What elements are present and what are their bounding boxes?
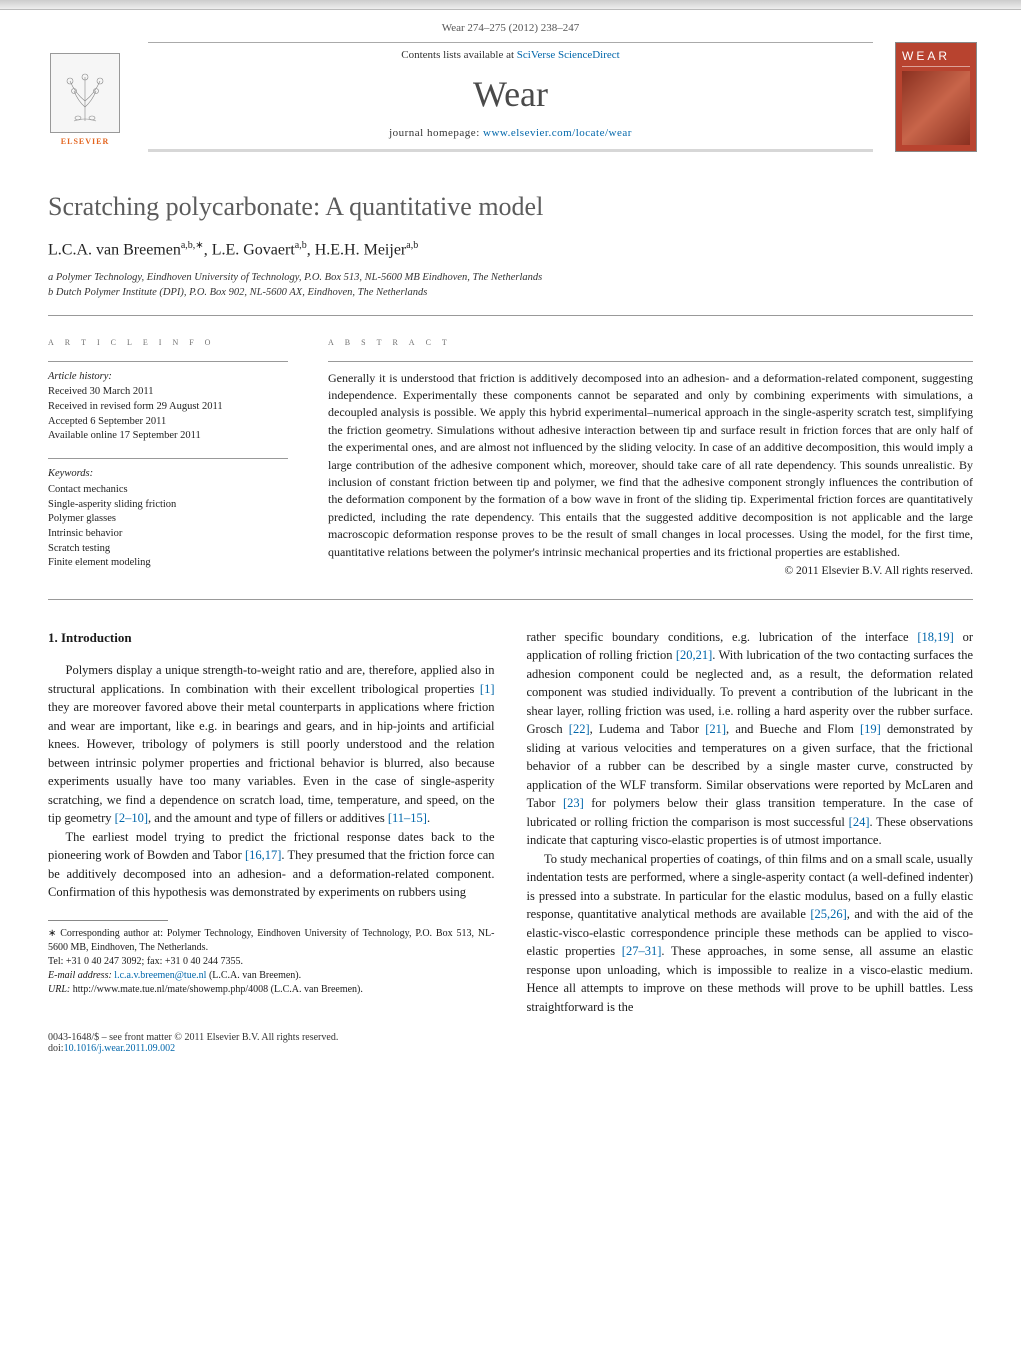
abstract-column: a b s t r a c t Generally it is understo… xyxy=(328,334,973,585)
history-line-3: Available online 17 September 2011 xyxy=(48,429,288,444)
keyword-0: Contact mechanics xyxy=(48,483,288,498)
authors-line: L.C.A. van Breemena,b,∗, L.E. Govaerta,b… xyxy=(48,240,973,259)
page-citation: Wear 274–275 (2012) 238–247 xyxy=(0,10,1021,42)
keyword-5: Finite element modeling xyxy=(48,556,288,571)
para-1: Polymers display a unique strength-to-we… xyxy=(48,661,495,828)
url-label: URL: xyxy=(48,984,73,995)
tel-fax-line: Tel: +31 0 40 247 3092; fax: +31 0 40 24… xyxy=(48,955,495,969)
author-1-affil: a,b,∗ xyxy=(181,240,204,251)
para-4: To study mechanical properties of coatin… xyxy=(527,850,974,1017)
abstract-head: a b s t r a c t xyxy=(328,334,973,349)
elsevier-tree-icon xyxy=(50,53,120,133)
masthead: ELSEVIER Contents lists available at Sci… xyxy=(0,42,1021,152)
page-footer: 0043-1648/$ – see front matter © 2011 El… xyxy=(0,1016,1021,1084)
keyword-2: Polymer glasses xyxy=(48,512,288,527)
email-label: E-mail address: xyxy=(48,970,114,981)
doi-link[interactable]: 10.1016/j.wear.2011.09.002 xyxy=(64,1043,176,1054)
body-column-left: 1. Introduction Polymers display a uniqu… xyxy=(48,628,495,1017)
article-title: Scratching polycarbonate: A quantitative… xyxy=(48,192,973,222)
article-info-column: a r t i c l e i n f o Article history: R… xyxy=(48,334,288,585)
history-line-1: Received in revised form 29 August 2011 xyxy=(48,400,288,415)
keywords-head: Keywords: xyxy=(48,467,288,482)
contents-available-line: Contents lists available at SciVerse Sci… xyxy=(148,49,873,61)
body-two-columns: 1. Introduction Polymers display a uniqu… xyxy=(48,600,973,1017)
article-body: Scratching polycarbonate: A quantitative… xyxy=(0,152,1021,1016)
body-column-right: rather specific boundary conditions, e.g… xyxy=(527,628,974,1017)
abstract-text: Generally it is understood that friction… xyxy=(328,370,973,561)
keywords-block: Keywords: Contact mechanics Single-asper… xyxy=(48,467,288,571)
sciencedirect-link[interactable]: SciVerse ScienceDirect xyxy=(517,49,620,61)
journal-homepage-line: journal homepage: www.elsevier.com/locat… xyxy=(148,127,873,139)
keyword-4: Scratch testing xyxy=(48,542,288,557)
history-line-0: Received 30 March 2011 xyxy=(48,385,288,400)
author-1: L.C.A. van Breemen xyxy=(48,241,181,258)
journal-homepage-link[interactable]: www.elsevier.com/locate/wear xyxy=(483,127,632,139)
history-head: Article history: xyxy=(48,370,288,385)
history-line-2: Accepted 6 September 2011 xyxy=(48,415,288,430)
article-info-head: a r t i c l e i n f o xyxy=(48,334,288,349)
doi-line: doi:10.1016/j.wear.2011.09.002 xyxy=(48,1043,973,1054)
homepage-prefix: journal homepage: xyxy=(389,127,483,139)
author-url: http://www.mate.tue.nl/mate/showemp.php/… xyxy=(73,984,268,995)
affiliations: a Polymer Technology, Eindhoven Universi… xyxy=(48,271,973,300)
cover-image-placeholder xyxy=(902,71,970,145)
issn-line: 0043-1648/$ – see front matter © 2011 El… xyxy=(48,1032,973,1043)
email-link[interactable]: l.c.a.v.breemen@tue.nl xyxy=(114,970,206,981)
abstract-copyright: © 2011 Elsevier B.V. All rights reserved… xyxy=(328,565,973,577)
para-3: rather specific boundary conditions, e.g… xyxy=(527,628,974,850)
publisher-name: ELSEVIER xyxy=(61,137,109,146)
footnote-rule xyxy=(48,920,168,921)
affiliation-b: b Dutch Polymer Institute (DPI), P.O. Bo… xyxy=(48,286,973,301)
author-2-affil: a,b xyxy=(295,240,307,251)
top-gradient-bar xyxy=(0,0,1021,10)
journal-name: Wear xyxy=(148,73,873,115)
corresponding-author-note: ∗ Corresponding author at: Polymer Techn… xyxy=(48,927,495,955)
author-3-affil: a,b xyxy=(406,240,418,251)
masthead-center: Contents lists available at SciVerse Sci… xyxy=(148,42,873,152)
section-1-head: 1. Introduction xyxy=(48,628,495,647)
footnotes: ∗ Corresponding author at: Polymer Techn… xyxy=(48,927,495,997)
para-2: The earliest model trying to predict the… xyxy=(48,828,495,902)
article-history: Article history: Received 30 March 2011 … xyxy=(48,370,288,444)
info-rule-1 xyxy=(48,361,288,362)
contents-prefix: Contents lists available at xyxy=(401,49,516,61)
email-line: E-mail address: l.c.a.v.breemen@tue.nl (… xyxy=(48,969,495,983)
publisher-logo: ELSEVIER xyxy=(40,42,130,152)
keyword-1: Single-asperity sliding friction xyxy=(48,498,288,513)
keyword-3: Intrinsic behavior xyxy=(48,527,288,542)
author-2: , L.E. Govaert xyxy=(204,241,295,258)
journal-cover: WEAR xyxy=(891,42,981,152)
author-3: , H.E.H. Meijer xyxy=(307,241,407,258)
cover-thumbnail: WEAR xyxy=(895,42,977,152)
info-rule-2 xyxy=(48,458,288,459)
doi-label: doi: xyxy=(48,1043,64,1054)
url-attribution: (L.C.A. van Breemen). xyxy=(268,984,363,995)
email-attribution: (L.C.A. van Breemen). xyxy=(206,970,301,981)
url-line: URL: http://www.mate.tue.nl/mate/showemp… xyxy=(48,983,495,997)
cover-title: WEAR xyxy=(902,49,970,67)
info-abstract-row: a r t i c l e i n f o Article history: R… xyxy=(48,316,973,599)
affiliation-a: a Polymer Technology, Eindhoven Universi… xyxy=(48,271,973,286)
abstract-rule xyxy=(328,361,973,362)
